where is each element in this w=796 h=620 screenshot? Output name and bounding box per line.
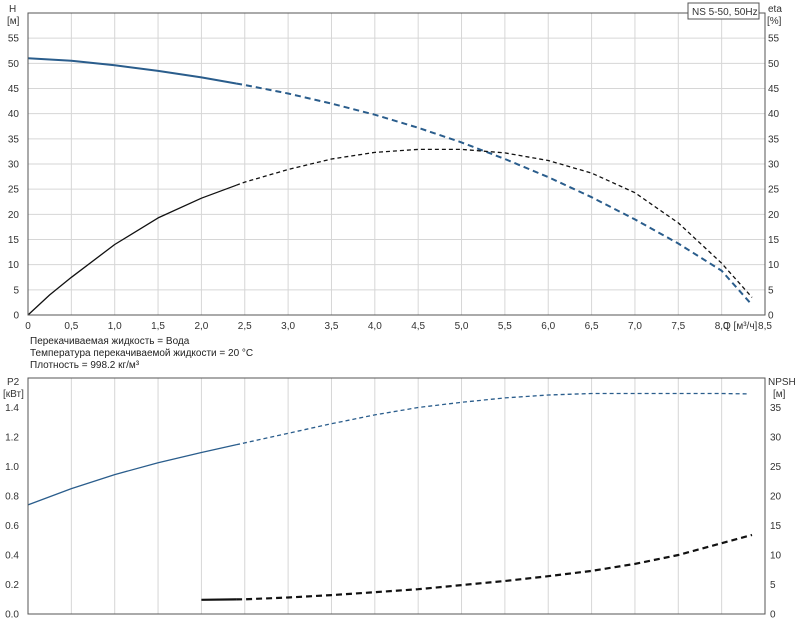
top-x-tick-label: 3,5 bbox=[325, 321, 339, 332]
top-right-axis-unit: [%] bbox=[767, 16, 782, 27]
top-chart-ticks: 0 0,5 1,0 1,5 2,0 2,5 3,0 3,5 4,0 4,5 5,0 5,5 6,0 6,5… bbox=[8, 34, 780, 332]
top-x-tick-label: 5,5 bbox=[498, 321, 512, 332]
top-left-tick-label: 10 bbox=[8, 260, 20, 271]
bottom-right-tick-label: 5 bbox=[770, 580, 776, 591]
bottom-left-axis-name: P2 bbox=[7, 377, 20, 388]
bottom-left-tick-label: 0.0 bbox=[5, 610, 19, 620]
top-x-tick-label: 3,0 bbox=[281, 321, 295, 332]
legend-box bbox=[687, 2, 760, 20]
bottom-right-tick-label: 30 bbox=[770, 433, 782, 444]
bottom-right-tick-label: 10 bbox=[770, 551, 782, 562]
bottom-chart-frame bbox=[27, 377, 766, 615]
top-right-tick-label: 25 bbox=[768, 185, 780, 196]
top-left-tick-label: 40 bbox=[8, 109, 20, 120]
top-right-tick-label: 15 bbox=[768, 235, 780, 246]
top-series-0-solid-line bbox=[27, 57, 237, 85]
top-right-tick-label: 0 bbox=[768, 311, 774, 322]
top-chart-frame bbox=[27, 12, 766, 316]
top-right-tick-label: 30 bbox=[768, 160, 780, 171]
top-x-tick-label: 6,0 bbox=[541, 321, 555, 332]
top-right-tick-label: 20 bbox=[768, 210, 780, 221]
top-series-1-dashed-line bbox=[235, 148, 753, 298]
top-right-axis-name: eta bbox=[768, 4, 782, 15]
top-x-tick-label: 7,5 bbox=[671, 321, 685, 332]
bottom-left-tick-label: 1.4 bbox=[5, 403, 19, 414]
top-x-tick-label: 8,5 bbox=[758, 321, 772, 332]
top-left-tick-label: 15 bbox=[8, 235, 20, 246]
bottom-right-tick-label: 15 bbox=[770, 521, 782, 532]
bottom-series-1-dashed-line bbox=[236, 533, 753, 601]
bottom-left-axis-unit: [кВт] bbox=[3, 389, 24, 400]
top-left-tick-label: 45 bbox=[8, 84, 20, 95]
top-x-axis-label: Q [м³/ч] bbox=[723, 321, 758, 332]
top-left-tick-label: 5 bbox=[13, 285, 19, 296]
top-right-tick-label: 55 bbox=[768, 34, 780, 45]
bottom-left-tick-label: 0.4 bbox=[5, 551, 19, 562]
top-chart-series bbox=[27, 57, 753, 316]
top-x-tick-label: 1,5 bbox=[151, 321, 165, 332]
top-x-tick-label: 8,0 bbox=[715, 321, 729, 332]
top-x-tick-label: 0,5 bbox=[64, 321, 78, 332]
top-left-tick-label: 55 bbox=[8, 34, 20, 45]
bottom-right-tick-label: 35 bbox=[770, 403, 782, 414]
bottom-left-tick-label: 0.8 bbox=[5, 492, 19, 503]
bottom-left-tick-label: 0.6 bbox=[5, 521, 19, 532]
bottom-left-tick-label: 1.0 bbox=[5, 462, 19, 473]
top-x-tick-label: 2,0 bbox=[194, 321, 208, 332]
top-left-axis-name: H bbox=[9, 4, 16, 15]
top-x-tick-label: 2,5 bbox=[238, 321, 252, 332]
bottom-right-axis-unit: [м] bbox=[773, 389, 786, 400]
top-left-tick-label: 20 bbox=[8, 210, 20, 221]
bottom-series-0-solid-line bbox=[27, 444, 237, 506]
top-left-tick-label: 0 bbox=[13, 311, 19, 322]
bottom-chart-ticks: 0.0 0.2 0.4 0.6 0.8 1.0 1.2 1.4 0 5 10 15 20 25 30 35 bbox=[5, 403, 781, 620]
info-temperature: Температура перекачиваемой жидкости = 20… bbox=[30, 348, 253, 359]
info-density: Плотность = 998.2 кг/м³ bbox=[30, 360, 140, 371]
bottom-left-tick-label: 0.2 bbox=[5, 580, 19, 591]
top-right-tick-label: 35 bbox=[768, 134, 780, 145]
bottom-chart-grid bbox=[70, 378, 766, 614]
bottom-series-0-dashed-line bbox=[235, 392, 748, 446]
top-left-tick-label: 35 bbox=[8, 134, 20, 145]
bottom-right-axis-name: NPSH bbox=[768, 377, 796, 388]
bottom-chart-series bbox=[27, 392, 753, 601]
top-right-tick-label: 45 bbox=[768, 84, 780, 95]
top-x-tick-label: 5,0 bbox=[455, 321, 469, 332]
top-series-1-solid-line bbox=[27, 184, 237, 316]
top-x-tick-label: 4,5 bbox=[411, 321, 425, 332]
top-right-tick-label: 10 bbox=[768, 260, 780, 271]
top-x-tick-label: 1,0 bbox=[108, 321, 122, 332]
top-left-axis-unit: [м] bbox=[7, 16, 20, 27]
bottom-left-tick-label: 1.2 bbox=[5, 433, 19, 444]
top-x-tick-label: 4,0 bbox=[368, 321, 382, 332]
top-x-tick-label: 6,5 bbox=[585, 321, 599, 332]
top-left-tick-label: 30 bbox=[8, 160, 20, 171]
top-x-tick-label: 7,0 bbox=[628, 321, 642, 332]
top-series-0-dashed-line bbox=[235, 82, 753, 306]
info-fluid: Перекачиваемая жидкость = Вода bbox=[30, 336, 190, 347]
top-chart-grid bbox=[28, 13, 766, 315]
bottom-right-tick-label: 25 bbox=[770, 462, 782, 473]
legend-label: NS 5-50, 50Hz bbox=[692, 7, 758, 18]
bottom-right-tick-label: 0 bbox=[770, 610, 776, 620]
bottom-right-tick-label: 20 bbox=[770, 492, 782, 503]
top-right-tick-label: 50 bbox=[768, 59, 780, 70]
top-left-tick-label: 50 bbox=[8, 59, 20, 70]
top-right-tick-label: 5 bbox=[768, 285, 774, 296]
top-x-tick-label: 0 bbox=[25, 321, 31, 332]
top-right-tick-label: 40 bbox=[768, 109, 780, 120]
top-left-tick-label: 25 bbox=[8, 185, 20, 196]
